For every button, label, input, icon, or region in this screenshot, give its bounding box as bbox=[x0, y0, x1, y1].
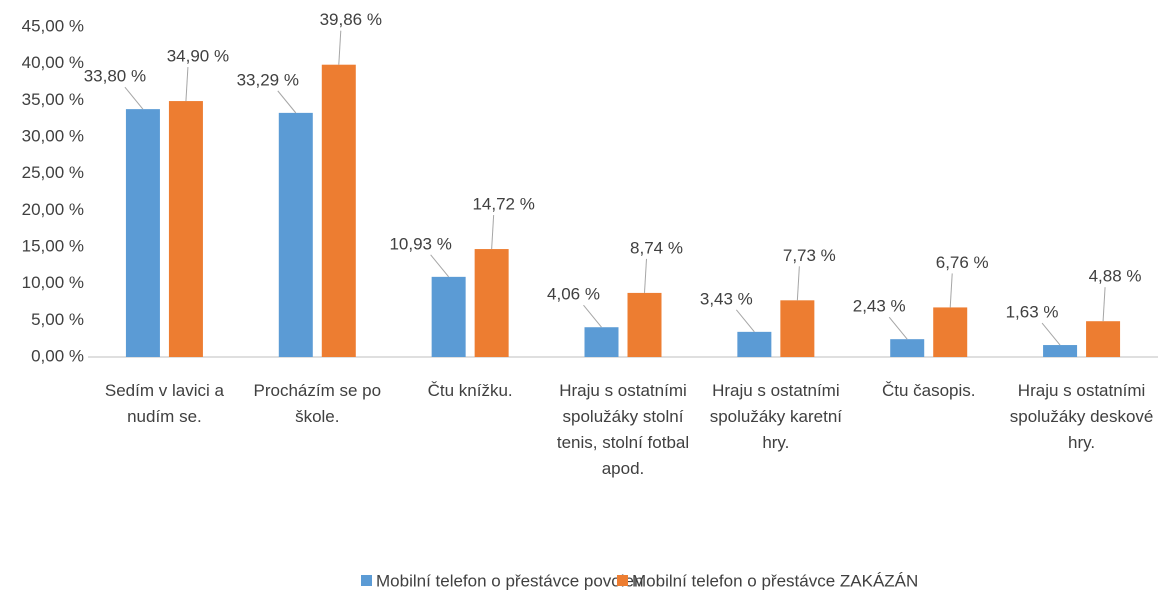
leader-line bbox=[888, 316, 908, 340]
x-tick-label: Sedím v lavici a nudím se. bbox=[105, 381, 225, 426]
leader-line bbox=[644, 258, 647, 293]
leader-line bbox=[185, 67, 189, 102]
bar bbox=[321, 64, 356, 358]
legend-label: Mobilní telefon o přestávce povolen bbox=[376, 571, 643, 590]
legend-label: Mobilní telefon o přestávce ZAKÁZÁN bbox=[632, 571, 918, 590]
leader-line bbox=[277, 90, 297, 114]
y-tick-label: 10,00 % bbox=[22, 273, 84, 292]
y-tick-label: 45,00 % bbox=[22, 16, 84, 35]
data-label: 10,93 % bbox=[389, 234, 451, 253]
leader-line bbox=[796, 266, 800, 301]
data-label: 4,88 % bbox=[1089, 267, 1142, 286]
data-label: 6,76 % bbox=[936, 253, 989, 272]
data-label: 4,06 % bbox=[547, 285, 600, 304]
bar bbox=[890, 339, 925, 357]
y-tick-label: 30,00 % bbox=[22, 126, 84, 145]
leader-line bbox=[949, 273, 953, 308]
data-label: 3,43 % bbox=[700, 289, 753, 308]
x-tick-label: Čtu časopis. bbox=[882, 381, 976, 400]
data-label: 33,80 % bbox=[84, 67, 146, 86]
leader-line bbox=[491, 215, 495, 250]
legend-swatch bbox=[617, 575, 628, 586]
x-tick-label: Hraju s ostatními spolužáky karetní hry. bbox=[710, 381, 843, 452]
leader-line bbox=[1041, 322, 1061, 346]
legend-swatch bbox=[361, 575, 372, 586]
y-tick-label: 40,00 % bbox=[22, 53, 84, 72]
y-tick-label: 25,00 % bbox=[22, 163, 84, 182]
bar bbox=[780, 300, 815, 357]
data-label: 7,73 % bbox=[783, 246, 836, 265]
leader-line bbox=[735, 309, 755, 333]
y-tick-label: 0,00 % bbox=[31, 346, 84, 365]
bar bbox=[125, 109, 160, 357]
data-label: 34,90 % bbox=[167, 47, 229, 66]
leader-line bbox=[1102, 287, 1106, 322]
data-label: 2,43 % bbox=[853, 297, 906, 316]
bar bbox=[627, 292, 662, 357]
data-label: 39,86 % bbox=[320, 10, 382, 29]
y-tick-label: 35,00 % bbox=[22, 90, 84, 109]
bar bbox=[737, 331, 772, 357]
bar bbox=[474, 249, 509, 357]
y-tick-label: 5,00 % bbox=[31, 310, 84, 329]
data-label: 1,63 % bbox=[1006, 303, 1059, 322]
leader-line bbox=[583, 304, 602, 328]
bar bbox=[278, 112, 313, 357]
data-label: 8,74 % bbox=[630, 238, 683, 257]
data-label: 14,72 % bbox=[472, 195, 534, 214]
data-label: 33,29 % bbox=[237, 70, 299, 89]
x-tick-label: Čtu knížku. bbox=[428, 381, 513, 400]
leader-line bbox=[430, 254, 450, 278]
bar bbox=[431, 276, 466, 357]
bar bbox=[933, 307, 968, 357]
bar bbox=[584, 327, 619, 357]
bar bbox=[168, 101, 203, 357]
bar bbox=[1086, 321, 1121, 357]
x-tick-label: Procházím se po škole. bbox=[254, 381, 382, 426]
leader-line bbox=[124, 86, 144, 110]
y-tick-label: 20,00 % bbox=[22, 200, 84, 219]
x-tick-label: Hraju s ostatními spolužáky deskové hry. bbox=[1010, 381, 1154, 452]
leader-line bbox=[338, 30, 342, 65]
bar bbox=[1043, 345, 1078, 357]
x-tick-label: Hraju s ostatními spolužáky stolní tenis, … bbox=[557, 381, 689, 478]
y-tick-label: 15,00 % bbox=[22, 236, 84, 255]
